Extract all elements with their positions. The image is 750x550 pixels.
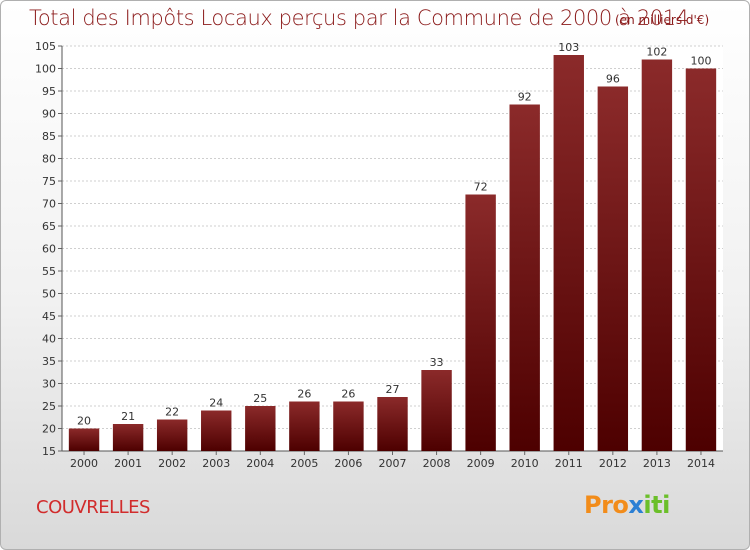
x-tick-label: 2007 — [379, 457, 407, 470]
bar — [245, 406, 276, 451]
bar — [641, 59, 673, 451]
x-tick-label: 2008 — [423, 457, 451, 470]
bar-value-label: 72 — [474, 181, 488, 194]
bar-value-label: 33 — [430, 356, 444, 369]
bar-value-label: 22 — [165, 406, 179, 419]
bar — [201, 410, 232, 451]
bar — [333, 401, 364, 451]
y-tick-label: 30 — [42, 378, 56, 391]
y-tick-label: 70 — [42, 198, 56, 211]
bar — [156, 419, 188, 451]
x-tick-label: 2000 — [70, 457, 98, 470]
y-tick-label: 45 — [42, 310, 56, 323]
bar-value-label: 27 — [386, 383, 400, 396]
chart-unit: (en milliers d'€) — [615, 13, 710, 27]
x-tick-label: 2003 — [202, 457, 230, 470]
bar-value-label: 24 — [209, 397, 223, 410]
y-tick-label: 75 — [42, 175, 56, 188]
y-tick-label: 15 — [42, 445, 56, 458]
bar-value-label: 21 — [121, 410, 135, 423]
x-tick-label: 2005 — [290, 457, 318, 470]
y-tick-label: 20 — [42, 423, 56, 436]
x-tick-label: 2001 — [114, 457, 142, 470]
y-tick-label: 35 — [42, 355, 56, 368]
y-tick-label: 55 — [42, 265, 56, 278]
x-tick-label: 2014 — [687, 457, 715, 470]
x-tick-label: 2010 — [511, 457, 539, 470]
bar — [509, 104, 540, 451]
y-tick-label: 25 — [42, 400, 56, 413]
y-tick-label: 90 — [42, 108, 56, 121]
logo-part-1: Pro — [584, 491, 629, 519]
y-tick-label: 65 — [42, 220, 56, 233]
x-tick-label: 2012 — [599, 457, 627, 470]
bar — [553, 55, 584, 451]
bar — [421, 370, 452, 451]
bar — [68, 428, 100, 451]
bar-value-label: 102 — [646, 46, 667, 59]
x-tick-label: 2009 — [467, 457, 495, 470]
y-tick-label: 40 — [42, 333, 56, 346]
y-tick-label: 80 — [42, 153, 56, 166]
bar — [597, 86, 629, 451]
bar — [289, 401, 320, 451]
bar-value-label: 100 — [690, 55, 711, 68]
bar — [112, 424, 144, 451]
bar — [377, 397, 408, 451]
logo-part-2: x — [628, 491, 644, 519]
x-tick-label: 2004 — [246, 457, 274, 470]
y-tick-label: 60 — [42, 243, 56, 256]
bar — [465, 194, 496, 451]
bar-value-label: 103 — [558, 41, 579, 54]
y-tick-label: 105 — [35, 40, 56, 53]
proxiti-logo: Proxiti — [584, 491, 670, 519]
x-tick-label: 2006 — [334, 457, 362, 470]
bar-value-label: 92 — [518, 91, 532, 104]
bar — [685, 68, 717, 451]
commune-name: COUVRELLES — [36, 497, 150, 518]
x-tick-label: 2013 — [643, 457, 671, 470]
bar-value-label: 26 — [341, 388, 355, 401]
x-tick-label: 2011 — [555, 457, 583, 470]
bar-value-label: 20 — [77, 415, 91, 428]
y-tick-label: 85 — [42, 130, 56, 143]
y-tick-label: 50 — [42, 288, 56, 301]
chart-title: Total des Impôts Locaux perçus par la Co… — [29, 6, 689, 30]
bar-value-label: 26 — [297, 388, 311, 401]
y-tick-label: 95 — [42, 85, 56, 98]
bar-value-label: 96 — [606, 73, 620, 86]
bar-value-label: 25 — [253, 392, 267, 405]
x-tick-label: 2002 — [158, 457, 186, 470]
y-tick-label: 100 — [35, 63, 56, 76]
logo-part-3: iti — [643, 491, 670, 519]
